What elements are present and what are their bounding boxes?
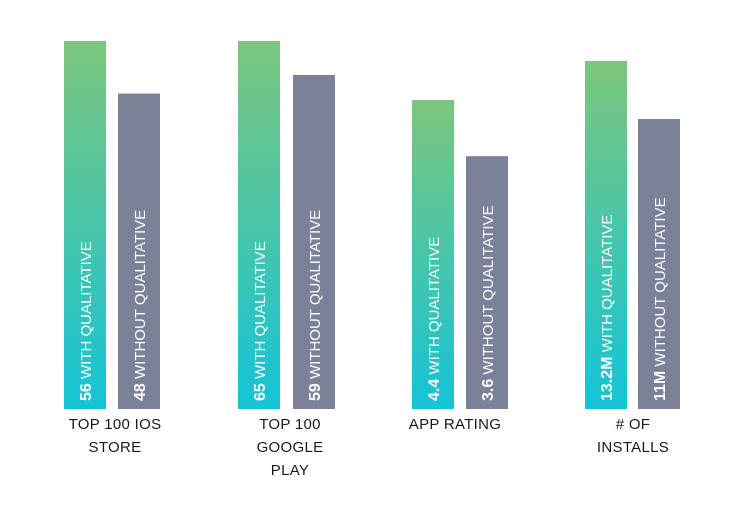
bar-label-without-qualitative-1: 59 WITHOUT QUALITATIVE: [307, 210, 324, 401]
bar-series-label: WITHOUT QUALITATIVE: [480, 205, 497, 378]
bar-value-label: 3.6: [480, 379, 497, 401]
bar-value-label: 65: [252, 383, 269, 401]
bar-without-qualitative-3: [638, 119, 680, 409]
bar-value-label: 59: [307, 383, 324, 401]
bar-series-label: WITHOUT QUALITATIVE: [132, 210, 149, 383]
bar-value-label: 56: [78, 383, 95, 401]
bar-value-label: 4.4: [426, 379, 443, 401]
bar-without-qualitative-0: [118, 93, 160, 410]
bar-value-label: 13.2M: [599, 357, 616, 401]
bar-label-with-qualitative-3: 13.2M WITH QUALITATIVE: [599, 215, 616, 401]
bar-series-label: WITH QUALITATIVE: [78, 241, 95, 383]
bar-label-without-qualitative-0: 48 WITHOUT QUALITATIVE: [132, 210, 149, 401]
bar-with-qualitative-3: [585, 61, 627, 409]
bar-label-with-qualitative-0: 56 WITH QUALITATIVE: [78, 241, 95, 401]
bar-without-qualitative-2: [466, 156, 508, 409]
category-label-app-rating: APP RATING: [408, 416, 502, 433]
bar-without-qualitative-1: [293, 74, 335, 409]
bar-label-without-qualitative-3: 11M WITHOUT QUALITATIVE: [652, 197, 669, 401]
bar-with-qualitative-0: [64, 41, 106, 409]
category-label-top-100-google-play: TOP 100 GOOGLE PLAY: [256, 416, 324, 479]
bar-label-with-qualitative-2: 4.4 WITH QUALITATIVE: [426, 237, 443, 401]
bar-with-qualitative-1: [238, 41, 280, 409]
bar-with-qualitative-2: [412, 100, 454, 409]
category-label-top-100-ios: TOP 100 IOS STORE: [68, 416, 162, 456]
bar-label-without-qualitative-2: 3.6 WITHOUT QUALITATIVE: [480, 205, 497, 401]
bar-label-with-qualitative-1: 65 WITH QUALITATIVE: [252, 241, 269, 401]
category-label-installs: # OF INSTALLS: [596, 416, 670, 456]
bar-series-label: WITH QUALITATIVE: [252, 241, 269, 383]
bar-series-label: WITHOUT QUALITATIVE: [307, 210, 324, 383]
bar-value-label: 11M: [652, 371, 669, 401]
bar-series-label: WITH QUALITATIVE: [599, 215, 616, 357]
bar-value-label: 48: [132, 383, 149, 401]
bar-series-label: WITH QUALITATIVE: [426, 237, 443, 379]
bar-series-label: WITHOUT QUALITATIVE: [652, 197, 669, 370]
